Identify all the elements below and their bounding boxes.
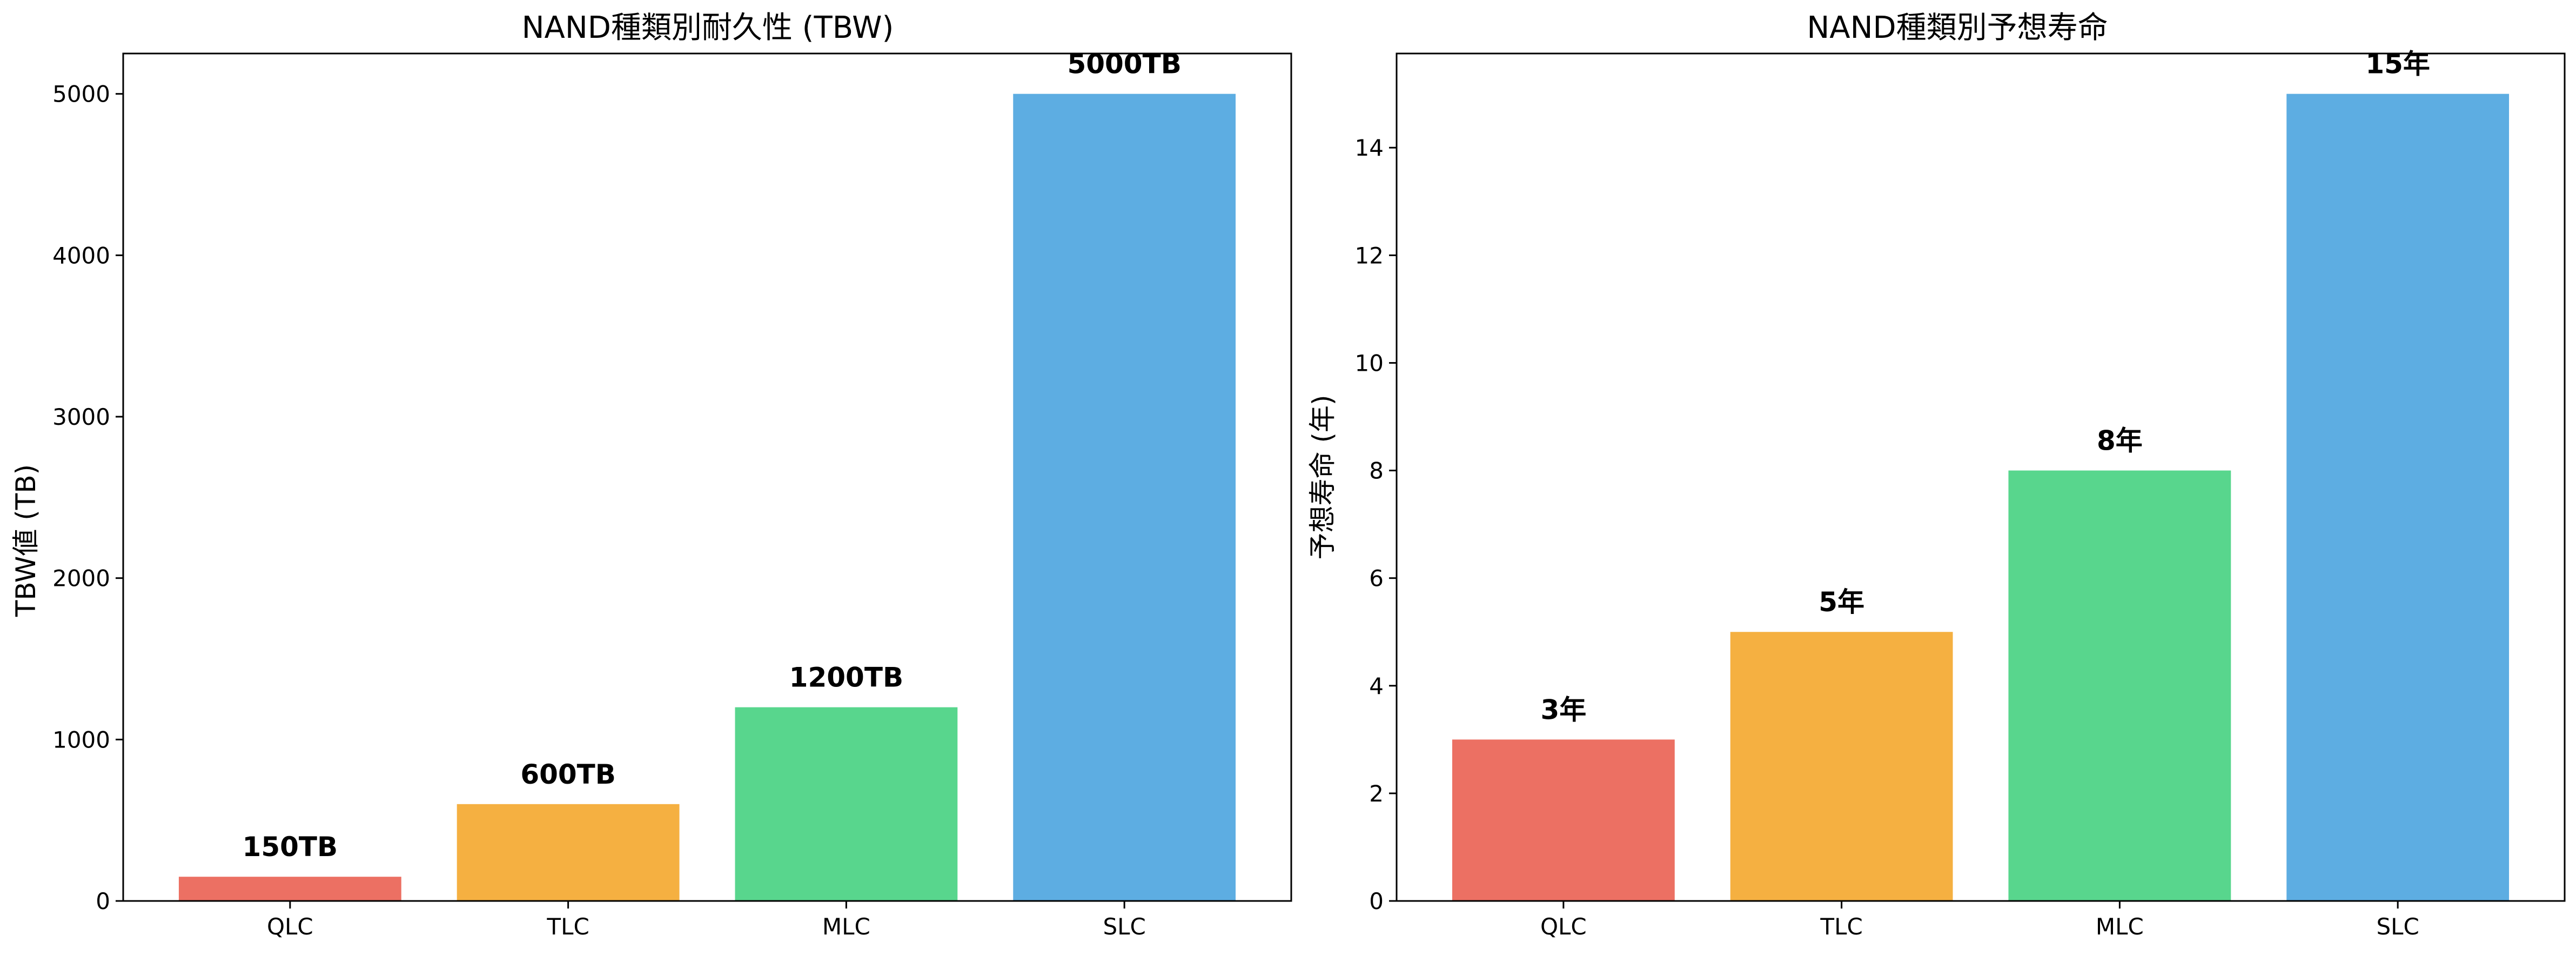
data-label: 150TB xyxy=(243,831,338,863)
bar-qlc xyxy=(178,877,401,901)
bar-qlc xyxy=(1452,739,1675,901)
x-tick-label: MLC xyxy=(2096,913,2144,940)
y-tick-label: 10 xyxy=(1355,350,1384,376)
chart-title: NAND種類別耐久性 (TBW) xyxy=(522,10,894,45)
bar-tlc xyxy=(457,804,680,901)
data-label: 5年 xyxy=(1819,586,1864,618)
plot-frame xyxy=(1396,52,2566,902)
plot-frame xyxy=(122,52,1292,902)
y-axis-ticks: 0 2 4 6 8 10 12 14 xyxy=(1355,135,1397,914)
x-tick-label: QLC xyxy=(267,913,313,940)
y-tick-label: 0 xyxy=(96,888,110,914)
y-tick-label: 5000 xyxy=(52,81,110,108)
x-tick-label: MLC xyxy=(822,913,870,940)
y-tick-label: 4000 xyxy=(52,242,110,269)
lifespan-chart: NAND種類別予想寿命 予想寿命 (年) 0 2 4 6 8 10 12 14 QLC TLC M… xyxy=(1307,10,2566,940)
x-tick-label: SLC xyxy=(2376,913,2419,940)
bar-mlc xyxy=(2008,470,2231,901)
bar-tlc xyxy=(1730,632,1953,901)
data-label: 1200TB xyxy=(789,662,903,693)
y-tick-label: 14 xyxy=(1355,135,1384,161)
data-label: 8年 xyxy=(2097,425,2143,457)
y-tick-label: 0 xyxy=(1369,888,1384,914)
y-tick-label: 2000 xyxy=(52,565,110,592)
x-tick-label: TLC xyxy=(546,913,589,940)
y-tick-label: 12 xyxy=(1355,242,1384,269)
x-axis-ticks: QLC TLC MLC SLC xyxy=(1540,901,2419,940)
y-tick-label: 2 xyxy=(1369,780,1384,807)
data-label: 600TB xyxy=(520,759,616,790)
x-tick-label: SLC xyxy=(1103,913,1145,940)
bar-slc xyxy=(1013,94,1236,901)
bars xyxy=(178,94,1236,901)
y-tick-label: 8 xyxy=(1369,458,1384,484)
y-tick-label: 6 xyxy=(1369,565,1384,592)
y-tick-label: 1000 xyxy=(52,726,110,753)
x-axis-ticks: QLC TLC MLC SLC xyxy=(267,901,1146,940)
data-label: 3年 xyxy=(1540,694,1586,725)
x-tick-label: TLC xyxy=(1820,913,1862,940)
y-tick-label: 4 xyxy=(1369,673,1384,699)
y-axis-label: TBW値 (TB) xyxy=(10,464,42,617)
bar-slc xyxy=(2286,94,2510,901)
y-axis-ticks: 0 1000 2000 3000 4000 5000 xyxy=(52,81,123,914)
x-tick-label: QLC xyxy=(1540,913,1587,940)
tbw-chart: NAND種類別耐久性 (TBW) TBW値 (TB) 0 1000 2000 3000… xyxy=(10,10,1292,940)
bar-mlc xyxy=(735,707,958,901)
y-axis-label: 予想寿命 (年) xyxy=(1307,395,1338,560)
chart-title: NAND種類別予想寿命 xyxy=(1807,10,2108,45)
bars xyxy=(1452,94,2510,901)
y-tick-label: 3000 xyxy=(52,404,110,430)
